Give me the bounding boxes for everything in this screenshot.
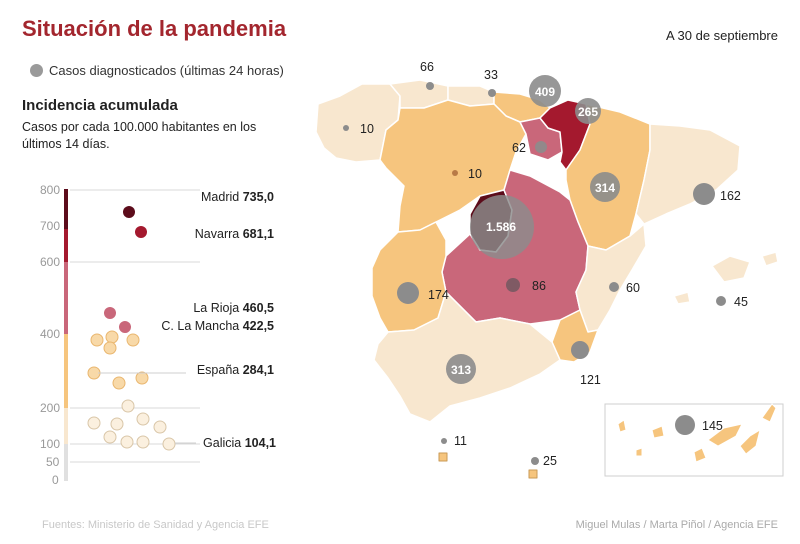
bubble-melilla bbox=[531, 457, 539, 465]
incidence-heading: Incidencia acumulada bbox=[22, 97, 178, 114]
cases-galicia: 10 bbox=[360, 122, 374, 136]
cases-cantabria: 33 bbox=[484, 68, 498, 82]
cases-valencia: 60 bbox=[626, 281, 640, 295]
cases-navarra: 265 bbox=[578, 105, 598, 119]
region-mallorca bbox=[711, 255, 751, 283]
tick-600: 600 bbox=[40, 255, 60, 269]
cases-castilla-la-mancha: 86 bbox=[532, 279, 546, 293]
tick-200: 200 bbox=[40, 401, 60, 415]
bubble-castilla-leon bbox=[452, 170, 458, 176]
bubble-aragon bbox=[590, 172, 620, 202]
cases-extremadura: 174 bbox=[428, 288, 449, 302]
bubble-ceuta bbox=[441, 438, 447, 444]
bubble-madrid bbox=[470, 195, 534, 259]
date-label: A 30 de septiembre bbox=[665, 28, 778, 43]
cases-pais-vasco: 409 bbox=[535, 85, 555, 99]
label-galicia: Galicia 104,1 bbox=[203, 436, 276, 450]
region-menorca bbox=[761, 251, 779, 267]
dots-lightest-group bbox=[87, 399, 176, 451]
region-valencia bbox=[575, 223, 647, 333]
bubble-pais-vasco bbox=[529, 75, 561, 107]
bubble-cantabria bbox=[488, 89, 496, 97]
scale-bar-light bbox=[64, 334, 68, 408]
cases-aragon: 314 bbox=[595, 181, 615, 195]
cases-melilla: 25 bbox=[543, 454, 557, 468]
bubble-galicia bbox=[343, 125, 349, 131]
scale-bar-dark bbox=[64, 229, 68, 262]
bubble-extremadura bbox=[397, 282, 419, 304]
page-title: Situación de la pandemia bbox=[22, 16, 287, 41]
incidence-subtitle: Casos por cada 100.000 habitantes en los… bbox=[22, 120, 257, 151]
label-la-rioja: La Rioja 460,5 bbox=[193, 301, 274, 315]
bubble-murcia bbox=[571, 341, 589, 359]
scale-bar-lightest bbox=[64, 444, 68, 481]
region-extremadura bbox=[371, 221, 447, 333]
dot-la-rioja bbox=[104, 307, 116, 319]
cases-legend: Casos diagnosticados (últimas 24 horas) bbox=[30, 63, 284, 78]
incidence-scale: 800 700 600 400 200 100 50 0 bbox=[40, 183, 276, 487]
cases-murcia: 121 bbox=[580, 373, 601, 387]
case-bubbles: 10 66 33 409 265 62 10 314 162 1.586 86 … bbox=[343, 60, 748, 468]
region-ceuta bbox=[438, 452, 448, 462]
region-cataluna bbox=[635, 123, 741, 225]
tick-50: 50 bbox=[46, 455, 60, 469]
cases-ceuta: 11 bbox=[454, 434, 467, 448]
cases-castilla-leon: 10 bbox=[468, 167, 482, 181]
region-melilla bbox=[528, 469, 538, 479]
credits-footer: Miguel Mulas / Marta Piñol / Agencia EFE bbox=[575, 519, 778, 531]
sources-footer: Fuentes: Ministerio de Sanidad y Agencia… bbox=[42, 519, 269, 531]
cases-cataluna: 162 bbox=[720, 189, 741, 203]
cases-madrid: 1.586 bbox=[486, 220, 516, 234]
scale-bar-darkest bbox=[64, 189, 68, 229]
dot-madrid bbox=[123, 206, 135, 218]
bubble-valencia bbox=[609, 282, 619, 292]
tick-700: 700 bbox=[40, 219, 60, 233]
bubble-baleares bbox=[716, 296, 726, 306]
label-espana: España 284,1 bbox=[197, 363, 274, 377]
dot-navarra bbox=[135, 226, 147, 238]
region-ibiza bbox=[673, 291, 691, 305]
tick-0: 0 bbox=[52, 473, 59, 487]
tick-800: 800 bbox=[40, 183, 60, 197]
bubble-navarra bbox=[575, 98, 601, 124]
scale-bar-mid bbox=[64, 262, 68, 334]
cases-la-rioja: 62 bbox=[512, 141, 526, 155]
label-castilla-la-mancha: C. La Mancha 422,5 bbox=[161, 319, 274, 333]
canarias-inset bbox=[604, 403, 784, 477]
cases-canarias: 145 bbox=[702, 419, 723, 433]
bubble-la-rioja bbox=[535, 141, 547, 153]
cases-baleares: 45 bbox=[734, 295, 748, 309]
bubble-cataluna bbox=[693, 183, 715, 205]
scale-bar-lighter bbox=[64, 408, 68, 444]
label-navarra: Navarra 681,1 bbox=[195, 227, 274, 241]
label-madrid: Madrid 735,0 bbox=[201, 190, 274, 204]
bubble-andalucia bbox=[446, 354, 476, 384]
bubble-asturias bbox=[426, 82, 434, 90]
cases-andalucia: 313 bbox=[451, 363, 471, 377]
bubble-castilla-la-mancha bbox=[506, 278, 520, 292]
bubble-canarias bbox=[675, 415, 695, 435]
tick-100: 100 bbox=[40, 437, 60, 451]
canarias-frame bbox=[604, 403, 784, 477]
dot-castilla-la-mancha bbox=[119, 321, 131, 333]
tick-400: 400 bbox=[40, 327, 60, 341]
gray-dot-icon bbox=[30, 64, 43, 77]
legend-label: Casos diagnosticados (últimas 24 horas) bbox=[49, 63, 284, 78]
dots-light-group bbox=[87, 330, 149, 390]
cases-asturias: 66 bbox=[420, 60, 434, 74]
